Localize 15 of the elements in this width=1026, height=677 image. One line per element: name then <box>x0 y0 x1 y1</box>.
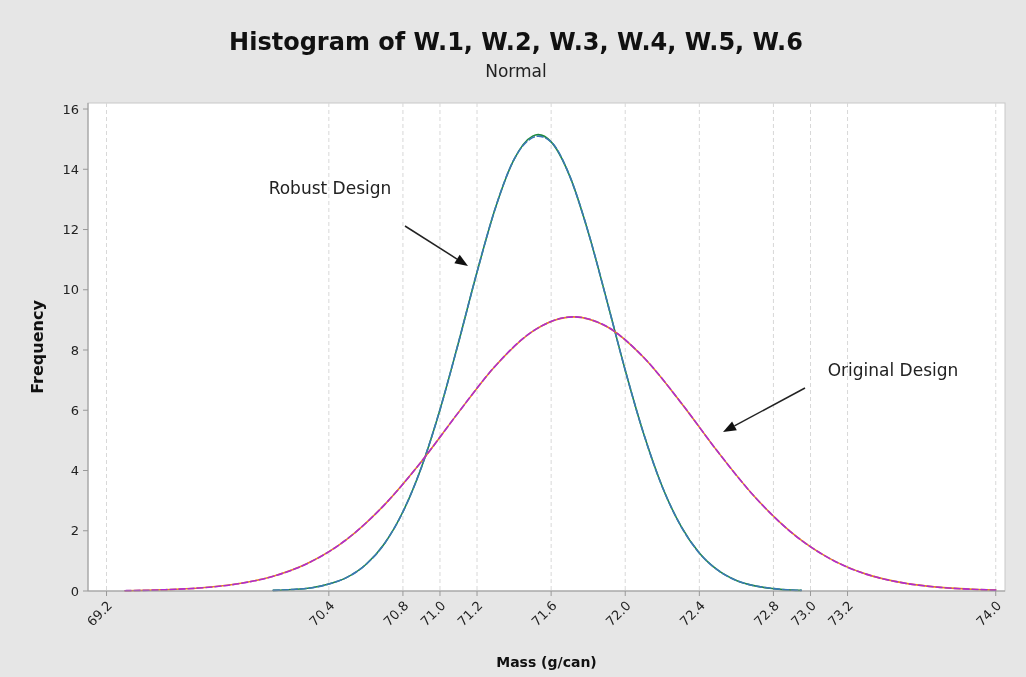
y-tick-label: 10 <box>62 282 79 298</box>
y-tick-label: 2 <box>70 523 79 539</box>
y-tick-label: 12 <box>62 222 79 238</box>
y-tick-label: 14 <box>62 161 79 177</box>
y-tick-label: 6 <box>70 402 79 418</box>
chart-title: Histogram of W.1, W.2, W.3, W.4, W.5, W.6 <box>229 28 803 56</box>
y-tick-label: 4 <box>70 463 79 479</box>
chart-subtitle: Normal <box>485 61 547 81</box>
x-axis-title: Mass (g/can) <box>496 654 597 670</box>
y-tick-label: 16 <box>62 101 79 117</box>
annotation: Robust Design <box>268 177 392 198</box>
annotation: Original Design <box>827 359 959 380</box>
y-tick-label: 8 <box>70 342 79 358</box>
y-axis-title: Frequency <box>28 299 47 394</box>
y-tick-label: 0 <box>70 583 79 599</box>
